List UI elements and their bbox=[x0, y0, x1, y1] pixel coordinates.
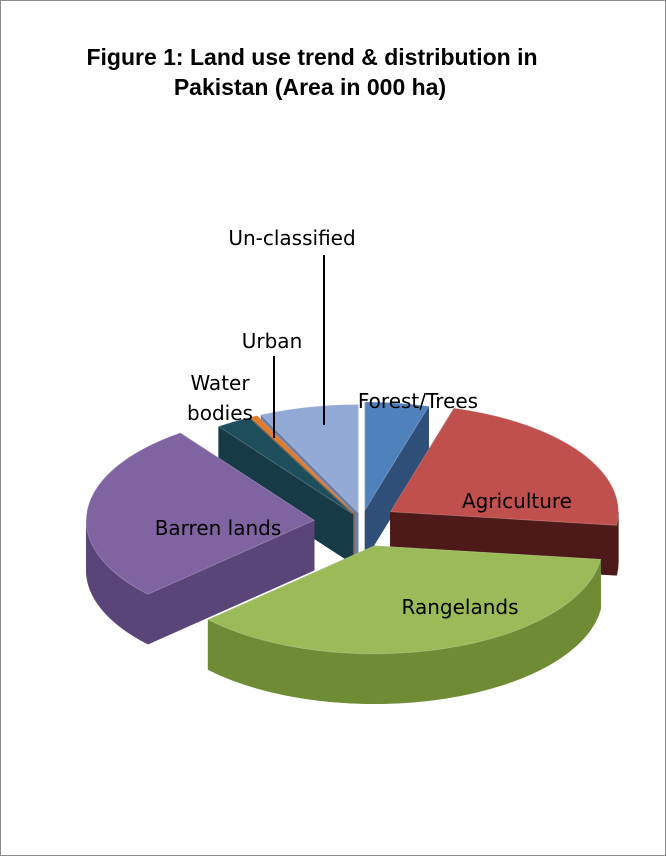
slice-forest-trees bbox=[364, 401, 430, 561]
slice-un-classified-top bbox=[260, 404, 359, 514]
chart-title-line-1: Figure 1: Land use trend & distribution … bbox=[86, 44, 538, 70]
label-water-bodies-line-2: bodies bbox=[187, 401, 253, 425]
label-forest-trees: Forest/Trees bbox=[358, 389, 478, 413]
chart-title-line-2: Pakistan (Area in 000 ha) bbox=[173, 74, 447, 100]
slice-water-bodies bbox=[217, 416, 353, 565]
slice-barren-lands-top bbox=[85, 432, 316, 595]
label-barren-lands: Barren lands bbox=[155, 516, 282, 540]
label-water-bodies: Water bodies bbox=[187, 371, 253, 425]
chart-title: Figure 1: Land use trend & distribution … bbox=[0, 42, 620, 102]
slice-rangelands-top bbox=[207, 545, 602, 655]
slice-barren-lands bbox=[85, 432, 316, 645]
slice-agriculture-top bbox=[389, 407, 619, 526]
slice-urban-top bbox=[249, 415, 355, 514]
slice-rangelands bbox=[207, 545, 602, 705]
label-un-classified: Un-classified bbox=[228, 226, 355, 250]
label-urban: Urban bbox=[242, 329, 303, 353]
slice-water-bodies-top bbox=[217, 417, 353, 515]
slice-forest-trees-top bbox=[364, 401, 430, 512]
label-water-bodies-line-1: Water bbox=[190, 371, 250, 395]
label-agriculture: Agriculture bbox=[462, 489, 572, 513]
label-rangelands: Rangelands bbox=[402, 595, 519, 619]
